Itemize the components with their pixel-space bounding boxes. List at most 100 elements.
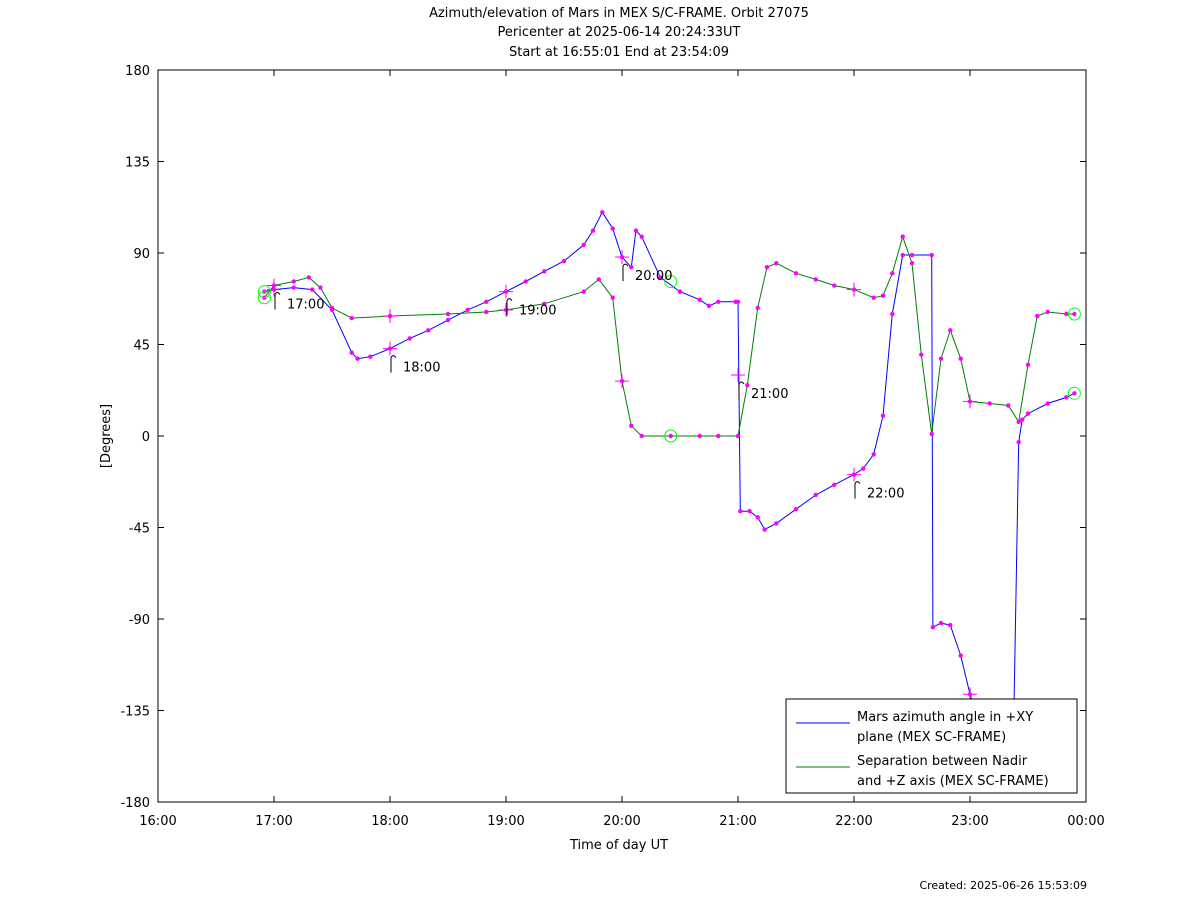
legend-label-azimuth-2: plane (MEX SC-FRAME) <box>857 730 1006 745</box>
azimuth-point <box>465 307 470 313</box>
plot-frame <box>157 69 1087 803</box>
separation-point <box>1072 311 1077 317</box>
separation-point <box>1006 403 1011 408</box>
azimuth-point <box>1045 401 1050 406</box>
azimuth-point <box>706 303 712 309</box>
azimuth-point <box>735 299 741 304</box>
azimuth-point <box>880 413 886 418</box>
azimuth-point <box>958 653 963 658</box>
legend-label-separation-1: Separation between Nadir <box>857 754 1028 769</box>
separation-point <box>909 260 915 266</box>
azimuth-point <box>610 226 615 231</box>
separation-point <box>813 277 818 282</box>
separation-point <box>793 271 799 276</box>
separation-point <box>755 305 760 311</box>
separation-point <box>890 271 895 276</box>
azimuth-point <box>1016 439 1021 445</box>
endpoint-circle <box>257 285 271 299</box>
y-tick-label: 0 <box>142 430 150 445</box>
azimuth-point <box>900 252 905 258</box>
azimuth-point <box>407 336 412 341</box>
separation-point <box>542 301 547 307</box>
azimuth-point <box>426 328 431 333</box>
separation-point <box>929 431 934 437</box>
hour-label: 17:00 <box>287 298 324 313</box>
azimuth-point <box>755 515 760 520</box>
azimuth-point <box>484 299 489 304</box>
separation-point <box>610 295 615 300</box>
separation-point <box>987 401 992 406</box>
separation-point <box>958 356 963 361</box>
x-tick-label: 17:00 <box>255 814 292 829</box>
azimuth-point <box>861 466 866 471</box>
separation-point <box>581 289 586 294</box>
azimuth-point <box>747 509 752 514</box>
y-tick-label: -135 <box>120 705 150 720</box>
separation-point <box>948 328 953 333</box>
separation-point <box>764 265 770 270</box>
y-tick-label: 90 <box>133 247 150 262</box>
azimuth-point <box>929 252 934 258</box>
separation-point <box>629 423 634 429</box>
azimuth-point <box>542 269 547 274</box>
azimuth-point <box>600 210 605 215</box>
separation-point <box>697 433 702 439</box>
separation-point <box>445 311 451 317</box>
hour-annotations: 17:00 18:00 19:00 20:00 21:00 22:00 <box>274 263 904 502</box>
series-markers <box>257 210 1081 715</box>
separation-point <box>668 433 673 439</box>
separation-point <box>1035 313 1040 319</box>
separation-point <box>919 352 924 357</box>
axis-ticks: 16:00 17:00 18:00 19:00 20:00 21:00 22:00 23:00… <box>120 64 1104 829</box>
azimuth-point <box>909 252 915 258</box>
azimuth-point <box>590 228 596 233</box>
azimuth-point <box>938 620 944 626</box>
separation-point <box>318 285 323 290</box>
azimuth-line <box>1013 392 1075 701</box>
x-tick-label: 20:00 <box>603 814 640 829</box>
azimuth-point <box>930 624 936 630</box>
legend-label-separation-2: and +Z axis (MEX SC-FRAME) <box>857 774 1049 789</box>
azimuth-point <box>355 356 360 361</box>
y-tick-label: -45 <box>129 522 150 537</box>
y-axis-label: [Degrees] <box>99 404 114 468</box>
separation-point <box>832 283 837 288</box>
legend-label-azimuth-1: Mars azimuth angle in +XY <box>857 710 1033 725</box>
separation-point <box>596 277 601 282</box>
chart-title: Azimuth/elevation of Mars in MEX S/C-FRA… <box>429 6 809 60</box>
azimuth-point <box>677 289 683 294</box>
y-tick-label: -180 <box>120 796 150 811</box>
azimuth-point <box>774 521 779 526</box>
separation-point <box>716 433 721 439</box>
azimuth-point <box>1025 411 1031 416</box>
separation-point <box>745 382 750 388</box>
azimuth-line <box>264 211 977 713</box>
azimuth-point <box>1072 391 1077 396</box>
azimuth-point <box>368 354 373 359</box>
x-tick-label: 16:00 <box>139 814 176 829</box>
y-tick-label: 135 <box>125 156 150 171</box>
hour-arrow <box>390 355 397 373</box>
x-tick-label: 18:00 <box>371 814 408 829</box>
separation-point <box>1045 309 1050 315</box>
x-tick-label: 00:00 <box>1067 814 1104 829</box>
azimuth-point <box>890 311 895 317</box>
azimuth-point <box>948 622 953 628</box>
azimuth-point <box>1064 395 1069 400</box>
hour-label: 22:00 <box>867 487 904 502</box>
separation-point <box>1025 362 1031 368</box>
legend: Mars azimuth angle in +XY plane (MEX SC-… <box>785 698 1078 794</box>
hour-arrow <box>506 298 513 316</box>
separation-point <box>1064 311 1069 317</box>
separation-point <box>871 295 876 300</box>
azimuth-point <box>310 287 315 292</box>
hour-arrow <box>738 381 745 399</box>
azimuth-point <box>793 507 799 512</box>
legend-box <box>785 698 1078 794</box>
azimuth-point <box>629 265 634 270</box>
x-tick-label: 23:00 <box>951 814 988 829</box>
azimuth-point <box>832 482 837 487</box>
hour-label: 21:00 <box>751 387 788 402</box>
title-line-1: Azimuth/elevation of Mars in MEX S/C-FRA… <box>429 6 809 21</box>
